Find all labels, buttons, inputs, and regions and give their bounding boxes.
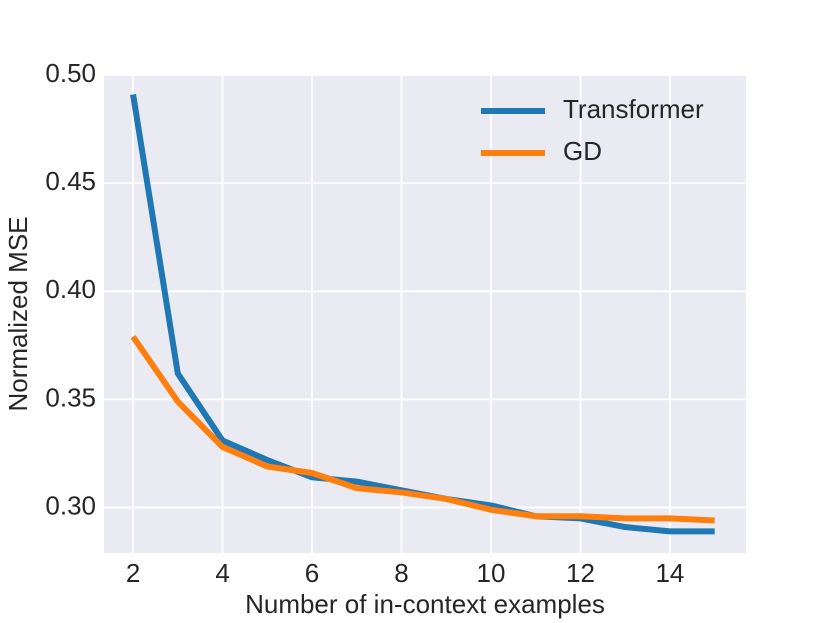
y-axis-label: Normalized MSE: [3, 216, 33, 411]
x-tick-label: 10: [477, 558, 506, 588]
y-tick-label: 0.45: [45, 166, 96, 196]
x-tick-label: 14: [655, 558, 684, 588]
legend-label: Transformer: [563, 94, 704, 124]
plot-area: [104, 75, 746, 553]
x-tick-label: 4: [215, 558, 229, 588]
data-line: [130, 335, 715, 524]
x-tick-label: 8: [394, 558, 408, 588]
x-tick-label: 12: [566, 558, 595, 588]
x-axis-label: Number of in-context examples: [245, 589, 605, 619]
y-tick-label: 0.40: [45, 274, 96, 304]
y-tick-label: 0.30: [45, 490, 96, 520]
y-tick-label: 0.35: [45, 382, 96, 412]
x-tick-label: 2: [126, 558, 140, 588]
y-tick-label: 0.50: [45, 58, 96, 88]
x-tick-label: 6: [305, 558, 319, 588]
legend-label: GD: [563, 136, 602, 166]
